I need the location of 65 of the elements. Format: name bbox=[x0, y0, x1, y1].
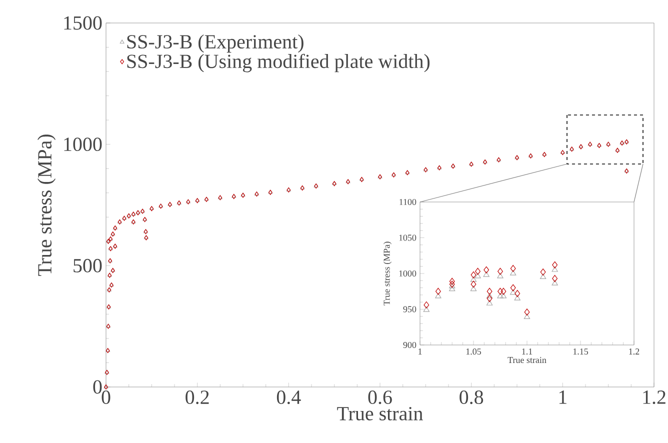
y-tick-label: 900 bbox=[403, 342, 416, 348]
point bbox=[470, 271, 476, 278]
point bbox=[435, 292, 442, 298]
point bbox=[449, 286, 456, 292]
y-tick-label: 1100 bbox=[400, 198, 416, 206]
point bbox=[486, 300, 493, 306]
x-tick-label: 0.6 bbox=[368, 390, 392, 404]
x-tick-label: 0 bbox=[102, 390, 110, 404]
y-axis-title: True stress (MPa) bbox=[37, 134, 56, 276]
y-tick-label: 1000 bbox=[64, 138, 102, 152]
point bbox=[552, 280, 558, 286]
point bbox=[423, 306, 430, 312]
point bbox=[486, 292, 493, 298]
point bbox=[424, 301, 430, 308]
point bbox=[484, 266, 490, 274]
point bbox=[524, 308, 530, 316]
legend-label: SS-J3-B (Experiment) bbox=[127, 34, 304, 53]
x-tick-label: 1.05 bbox=[466, 348, 482, 355]
x-tick-label: 0.8 bbox=[460, 390, 484, 404]
point bbox=[524, 314, 530, 320]
point bbox=[475, 268, 480, 275]
point bbox=[498, 268, 503, 275]
x-tick-label: 1.15 bbox=[573, 348, 588, 355]
point bbox=[470, 276, 477, 282]
point bbox=[449, 278, 455, 285]
x-tick-label: 1 bbox=[418, 348, 422, 354]
point bbox=[510, 270, 516, 276]
point bbox=[497, 292, 504, 298]
y-tick-label: 0 bbox=[93, 380, 102, 394]
point bbox=[552, 261, 558, 268]
y-tick-label: 1500 bbox=[64, 16, 102, 30]
point bbox=[510, 284, 516, 292]
point bbox=[540, 274, 546, 279]
point bbox=[514, 290, 520, 298]
point bbox=[500, 292, 507, 298]
point bbox=[483, 271, 490, 277]
x-axis-title: True strain bbox=[337, 406, 423, 420]
point bbox=[510, 289, 516, 295]
point bbox=[470, 280, 476, 288]
point bbox=[486, 295, 492, 302]
point bbox=[552, 274, 558, 282]
x-tick-label: 1.2 bbox=[629, 348, 640, 355]
point bbox=[498, 288, 503, 295]
point bbox=[514, 295, 520, 300]
y-tick-label: 500 bbox=[74, 258, 102, 272]
point bbox=[435, 288, 441, 295]
point bbox=[500, 288, 506, 295]
point bbox=[552, 266, 558, 272]
point bbox=[510, 264, 516, 272]
y-tick-label: 950 bbox=[403, 306, 416, 312]
y-tick-label: 1050 bbox=[399, 234, 416, 241]
x-tick-label: 1 bbox=[559, 390, 566, 404]
point bbox=[540, 268, 546, 276]
x-tick-label: 1.2 bbox=[643, 390, 666, 404]
y-tick-label: 1000 bbox=[399, 270, 416, 277]
y-axis-title: True stress (MPa) bbox=[383, 242, 392, 306]
x-tick-label: 0.4 bbox=[276, 390, 301, 404]
point bbox=[474, 272, 481, 278]
x-axis-title: True strain bbox=[508, 356, 546, 364]
point bbox=[470, 286, 477, 292]
legend-label: SS-J3-B (Using modified plate width) bbox=[127, 54, 430, 72]
point bbox=[486, 288, 492, 295]
x-tick-label: 0.2 bbox=[186, 390, 209, 404]
point bbox=[497, 272, 504, 278]
x-tick-label: 1.1 bbox=[522, 348, 532, 355]
